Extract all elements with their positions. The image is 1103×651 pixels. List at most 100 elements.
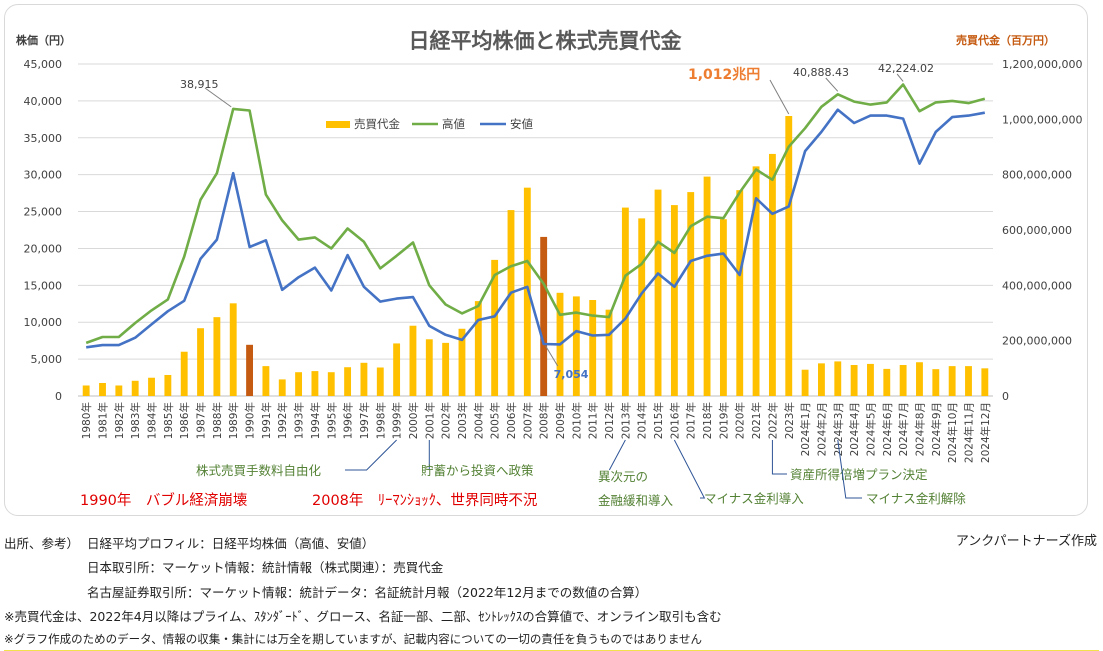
y-tick-left: 15,000 <box>24 279 63 292</box>
bar-turnover <box>801 369 809 396</box>
annotation-turnover-2023: 1,012兆円 <box>688 67 760 83</box>
x-tick-label: 2024年12月 <box>979 402 992 463</box>
bar-turnover <box>115 385 123 396</box>
event-negative-rate: マイナス金利導入 <box>704 491 804 506</box>
leader-high-2024-03 <box>825 77 839 92</box>
x-tick-label: 2012年 <box>603 402 616 439</box>
bar-turnover <box>491 259 499 396</box>
bar-turnover <box>523 187 531 396</box>
source-line-2: 日本取引所：マーケット情報：統計情報（株式関連）：売買代金 <box>87 560 444 575</box>
bar-turnover <box>965 366 972 396</box>
x-tick-label: 1984年 <box>146 402 159 439</box>
event-fee-liberalization: 株式売買手数料自由化 <box>196 463 322 478</box>
event-leader-negative-rate <box>673 439 706 499</box>
bar-turnover <box>703 176 711 396</box>
x-tick-label: 2000年 <box>407 402 420 439</box>
bar-turnover <box>768 153 776 396</box>
legend-label-high: 高値 <box>442 117 465 131</box>
y-tick-right: 600,000,000 <box>1002 224 1072 237</box>
leader-low-2008 <box>545 345 559 367</box>
x-tick-label: 1994年 <box>309 402 322 439</box>
y-tick-right: 400,000,000 <box>1002 279 1072 292</box>
x-tick-label: 2018年 <box>701 402 714 439</box>
legend-swatch-turnover <box>326 121 350 128</box>
note-bubble-collapse: 1990年 バブル経済崩壊 <box>80 491 247 509</box>
line-high <box>85 83 986 345</box>
x-tick-label: 2021年 <box>750 402 763 439</box>
x-tick-label: 2011年 <box>587 402 600 439</box>
x-tick-label: 1989年 <box>227 402 240 439</box>
x-tick-label: 1992年 <box>276 402 289 439</box>
y-tick-left: 40,000 <box>24 95 63 108</box>
x-tick-label: 2024年7月 <box>897 402 910 456</box>
x-tick-label: 1997年 <box>358 402 371 439</box>
annotation-low-2008: 7,054 <box>554 368 589 381</box>
y-tick-left: 30,000 <box>24 169 63 182</box>
bar-turnover <box>605 309 613 396</box>
x-tick-label: 2013年 <box>619 402 632 439</box>
y-tick-left: 20,000 <box>24 242 63 255</box>
bar-turnover <box>850 365 858 396</box>
bar-turnover <box>932 369 940 396</box>
bar-turnover <box>376 367 384 396</box>
bar-turnover <box>785 116 793 396</box>
bar-turnover <box>262 366 270 396</box>
x-tick-label: 2004年 <box>472 402 485 439</box>
bar-turnover <box>131 380 139 396</box>
bar-turnover <box>834 361 842 396</box>
bar-turnover <box>278 379 286 396</box>
x-tick-label: 2024年11月 <box>962 402 975 463</box>
x-tick-label: 2003年 <box>456 402 469 439</box>
x-tick-label: 1986年 <box>178 402 191 439</box>
x-tick-label: 1999年 <box>391 402 404 439</box>
bar-turnover <box>899 365 907 396</box>
y-tick-right: 1,200,000,000 <box>1002 58 1082 71</box>
bar-turnover <box>883 368 891 396</box>
bar-turnover <box>948 366 956 396</box>
x-tick-label: 1980年 <box>80 402 93 439</box>
x-tick-label: 2002年 <box>440 402 453 439</box>
y-tick-right: 200,000,000 <box>1002 335 1072 348</box>
y-tick-right: 800,000,000 <box>1002 169 1072 182</box>
x-tick-label: 1982年 <box>113 402 126 439</box>
footnote-disclaimer: ※グラフ作成のためのデータ、情報の収集・集計には万全を期していますが、記載内容に… <box>4 632 703 646</box>
note-lehman-shock: 2008年 ﾘｰﾏﾝｼｮｯｸ、世界同時不況 <box>312 492 537 509</box>
y-tick-left: 35,000 <box>24 132 63 145</box>
legend-label-turnover: 売買代金 <box>354 117 400 131</box>
bar-turnover <box>197 328 204 396</box>
x-tick-label: 2024年2月 <box>815 402 828 456</box>
leader-high-2024-07 <box>896 73 904 82</box>
sources-label: 出所、参考） <box>4 536 80 551</box>
x-tick-label: 1987年 <box>195 402 208 439</box>
bar-turnover <box>229 303 237 396</box>
author-credit: アンクパートナーズ作成 <box>955 534 1097 549</box>
x-tick-label: 2019年 <box>717 402 730 439</box>
bar-turnover <box>752 166 760 396</box>
leader-peak-1989 <box>204 87 232 108</box>
bar-turnover <box>82 385 90 396</box>
x-tick-label: 2006年 <box>505 402 518 439</box>
event-negative-rate-end: マイナス金利解除 <box>866 491 966 506</box>
event-leader-qqe <box>608 439 626 471</box>
annotation-high-2024-03: 40,888.43 <box>793 66 849 79</box>
x-tick-label: 2007年 <box>521 402 534 439</box>
x-tick-label: 2024年6月 <box>881 402 894 456</box>
bar-turnover <box>981 368 989 396</box>
x-tick-label: 1991年 <box>260 402 273 439</box>
bar-turnover <box>507 210 515 396</box>
x-tick-label: 1988年 <box>211 402 224 439</box>
chart: 日経平均株価と株式売買代金 株価（円） 売買代金（百万円） 0 5,000 10,000 1… <box>16 29 1082 509</box>
x-tick-label: 1998年 <box>374 402 387 439</box>
x-tick-label: 2008年 <box>538 402 551 439</box>
x-tick-label: 1995年 <box>325 402 338 439</box>
bar-turnover <box>719 219 727 396</box>
y-tick-left: 25,000 <box>24 206 63 219</box>
event-leader-asset-income-plan <box>771 440 787 475</box>
bar-turnover <box>687 192 695 396</box>
bar-turnover <box>425 339 433 396</box>
bar-turnover <box>180 351 188 396</box>
line-low <box>86 108 986 349</box>
x-tick-label: 2024年4月 <box>848 402 861 456</box>
y-tick-left: 45,000 <box>24 58 63 71</box>
x-tick-label: 2016年 <box>668 402 681 439</box>
